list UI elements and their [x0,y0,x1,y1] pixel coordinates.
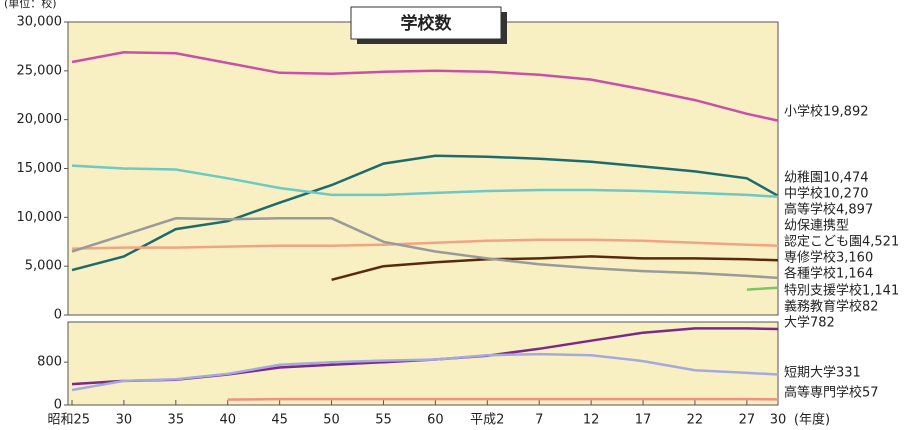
y-tick-label: 30,000 [17,15,63,30]
x-tick-label: 昭和25 [47,413,90,428]
side-label: 高等学校4,897 [784,202,873,218]
x-tick-label: 12 [583,413,600,428]
x-tick-label: 17 [635,413,652,428]
series-line [71,164,779,199]
x-axis-label: (年度) [794,412,830,428]
side-label: 専修学校3,160 [784,250,873,266]
x-tick-label: 60 [427,413,444,428]
y-tick-label: 800 [37,355,62,370]
series-line [71,51,779,122]
x-tick-label: 30 [116,413,133,428]
side-label: 義務教育学校82 [784,299,879,315]
y-tick-label: 20,000 [17,112,63,127]
series-line [227,397,779,401]
x-tick-label: 22 [687,413,704,428]
y-tick-label: 5,000 [25,259,62,274]
x-tick-label: 40 [219,413,236,428]
series-line [746,286,779,291]
side-label: 小学校19,892 [784,104,869,120]
chart-title: 学校数 [401,13,453,34]
y-tick-label: 0 [54,308,62,323]
y-tick-label: 10,000 [17,210,63,225]
side-label: 大学782 [784,315,835,331]
y-tick-label: 0 [54,398,62,413]
series-line [331,255,779,282]
x-tick-label: 27 [739,413,756,428]
side-label: 中学校10,270 [784,186,869,202]
series-line [71,238,779,250]
x-tick-label: 35 [168,413,185,428]
side-label: 短期大学331 [784,365,861,381]
bottom-panel [67,321,779,406]
side-label: 特別支援学校1,141 [784,283,899,299]
side-label: 幼保連携型 [784,218,849,234]
x-tick-label: 7 [535,413,543,428]
side-label: 高等専門学校57 [784,385,879,401]
series-line [71,154,779,272]
y-tick-label: 25,000 [17,63,63,78]
title-box [350,6,502,40]
x-tick-label: 45 [271,413,288,428]
side-label: 幼稚園10,474 [784,171,869,186]
series-line [71,217,779,280]
x-tick-label: 平成2 [470,413,504,428]
y-tick-label: 15,000 [17,161,63,176]
series-line [71,352,779,392]
x-tick-label: 50 [323,413,340,428]
x-tick-label: 30 [770,413,787,428]
side-label: 認定こども園4,521 [784,234,899,250]
side-label: 各種学校1,164 [784,266,873,282]
unit-label: (単位：校) [4,0,57,10]
x-tick-label: 55 [375,413,392,428]
